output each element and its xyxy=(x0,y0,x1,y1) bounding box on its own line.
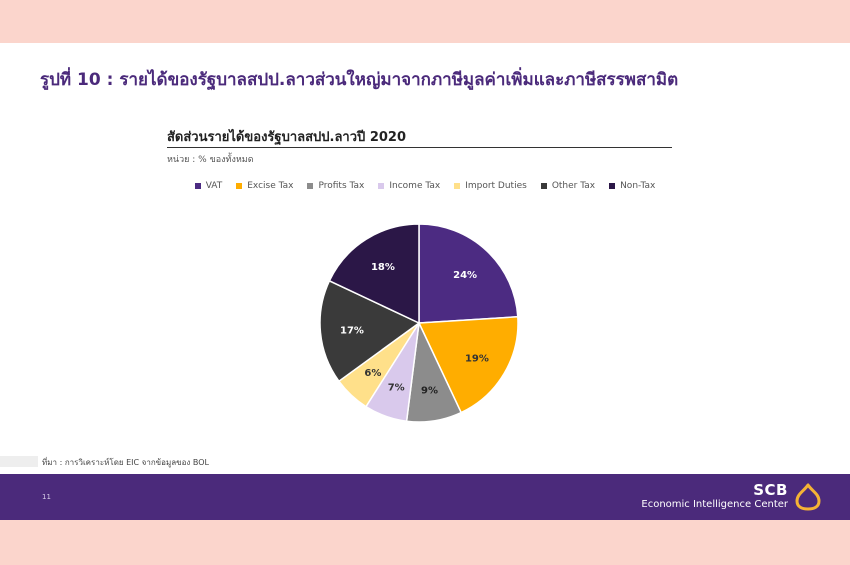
legend-item-excise-tax: Excise Tax xyxy=(236,181,293,191)
pie-label-profits-tax: 9% xyxy=(421,385,438,396)
brand-subtitle: Economic Intelligence Center xyxy=(641,499,788,510)
legend-item-non-tax: Non-Tax xyxy=(609,181,655,191)
legend-swatch-vat xyxy=(194,183,201,189)
legend-swatch-profits-tax xyxy=(307,183,314,189)
legend-item-import-duties: Import Duties xyxy=(454,181,527,191)
legend-label-vat: VAT xyxy=(205,181,223,191)
legend-label-profits-tax: Profits Tax xyxy=(318,181,365,191)
pie-label-excise-tax: 19% xyxy=(465,353,489,364)
legend-label-income-tax: Income Tax xyxy=(389,181,441,191)
top-band xyxy=(0,0,850,43)
bottom-band xyxy=(0,520,850,565)
legend-swatch-non-tax xyxy=(609,183,616,189)
chart-title-rule xyxy=(167,147,672,148)
page-title: รูปที่ 10 : รายได้ของรัฐบาลสปป.ลาวส่วนให… xyxy=(40,70,679,90)
chart-legend: VAT Excise Tax Profits Tax Income Tax Im… xyxy=(0,181,850,191)
brand-name: SCB xyxy=(753,481,788,499)
pie-label-non-tax: 18% xyxy=(371,262,395,273)
source-note: ที่มา : การวิเคราะห์โดย EIC จากข้อมูลของ… xyxy=(42,458,209,467)
pie-label-other-tax: 17% xyxy=(340,325,364,336)
unit-label: หน่วย : % ของทั้งหมด xyxy=(167,155,254,165)
brand-block: SCB Economic Intelligence Center xyxy=(641,482,788,511)
legend-label-non-tax: Non-Tax xyxy=(620,181,656,191)
legend-item-profits-tax: Profits Tax xyxy=(307,181,364,191)
pie-label-vat: 24% xyxy=(453,270,477,281)
legend-swatch-excise-tax xyxy=(236,183,243,189)
legend-item-income-tax: Income Tax xyxy=(378,181,440,191)
legend-item-vat: VAT xyxy=(194,181,223,191)
chart-title: สัดส่วนรายได้ของรัฐบาลสปป.ลาวปี 2020 xyxy=(167,130,406,145)
pie-label-income-tax: 7% xyxy=(388,382,405,393)
pie-chart: 24% 19% 9% 7% 6% 17% 18% xyxy=(319,223,519,423)
page-number: 11 xyxy=(42,493,51,501)
pie-slice-excise-tax xyxy=(417,315,519,414)
source-strip xyxy=(0,456,38,467)
scb-logo-icon xyxy=(795,483,821,511)
legend-swatch-import-duties xyxy=(454,183,461,189)
legend-swatch-other-tax xyxy=(540,183,547,189)
footer-bar: 11 SCB Economic Intelligence Center xyxy=(0,474,850,520)
pie-slice-vat xyxy=(418,223,519,324)
legend-label-excise-tax: Excise Tax xyxy=(247,181,294,191)
legend-label-other-tax: Other Tax xyxy=(551,181,596,191)
pie-slice-other-tax xyxy=(319,279,421,383)
legend-item-other-tax: Other Tax xyxy=(540,181,596,191)
legend-label-import-duties: Import Duties xyxy=(465,181,527,191)
legend-swatch-income-tax xyxy=(378,183,385,189)
pie-label-import-duties: 6% xyxy=(364,368,381,379)
pie-slice-non-tax xyxy=(328,223,420,325)
